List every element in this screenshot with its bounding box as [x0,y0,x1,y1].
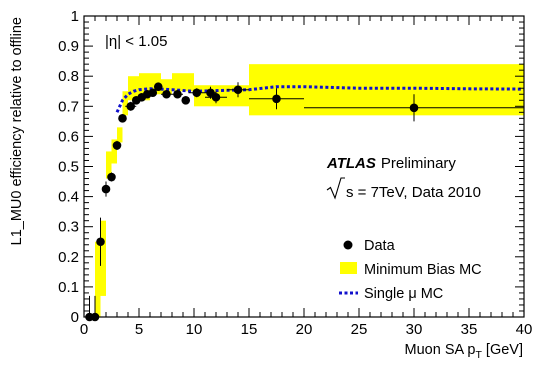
data-point-marker [118,114,127,123]
data-point [304,94,524,122]
eta-cut-label: |η| < 1.05 [105,33,167,50]
data-point-marker [162,89,171,99]
y-tick-label: 0.5 [58,159,79,176]
min-bias-band-bin [100,220,106,296]
data-point-marker [148,88,158,98]
y-tick-label: 0.3 [58,219,79,236]
x-tick-label: 35 [461,321,478,338]
data-point-marker [96,237,105,247]
x-tick-label: 20 [296,321,313,338]
y-tick-label: 0.1 [58,279,79,296]
min-bias-band-bin [106,151,112,179]
data-point [96,217,105,266]
data-point-marker [181,95,191,105]
min-bias-band-bin [117,127,123,143]
legend-label-single-mu: Single μ MC [364,286,443,302]
x-axis-title-text: Muon SA p [405,342,476,358]
data-point-marker [153,82,163,92]
y-tick-label: 0.7 [58,98,79,115]
legend-min-bias-swatch [340,262,357,274]
data-point-marker [173,89,182,99]
data-point [227,82,249,98]
x-axis-title: Muon SA pT [GeV] [405,342,523,361]
x-axis-title-sub: T [475,349,482,361]
min-bias-band-bin [122,91,128,116]
data-point [188,88,205,98]
data-point-marker [107,172,116,182]
data-point-marker [272,94,281,104]
data-points [85,82,524,322]
legend: Data Minimum Bias MC Single μ MC [339,238,482,302]
data-point [125,101,137,111]
data-point-marker [192,88,202,98]
data-point [107,172,116,182]
data-point-marker [101,184,111,194]
min-bias-band-bin [128,76,139,101]
data-point [172,89,183,99]
atlas-label-group: ATLAS Preliminary [326,155,456,172]
y-tick-label: 0.6 [58,128,79,145]
min-bias-band-bin [161,79,172,95]
axis-ticks: 0 5 10 15 20 25 30 35 40 0 0.1 0.2 0.3 0.4 0.5 0.6 0.7 0.… [58,8,532,338]
y-tick-label: 0.8 [58,68,79,85]
legend-label-data: Data [364,238,396,254]
legend-data-marker [343,240,353,250]
data-point [205,91,227,104]
y-tick-label: 0.9 [58,38,79,55]
min-bias-band-bin [95,241,101,317]
data-point [161,89,172,99]
y-tick-label: 0.4 [58,189,79,206]
data-point-marker [233,85,243,95]
sqrt-symbol [326,177,345,200]
data-point [118,114,127,123]
min-bias-band-bin [249,64,524,116]
data-point-marker [211,92,221,102]
y-tick-label: 1 [71,8,79,25]
data-point [153,82,163,92]
x-tick-label: 40 [516,321,533,338]
min-bias-band-bin [139,73,150,101]
y-tick-label: 0.2 [58,249,79,266]
min-bias-band-bin [111,139,117,164]
y-tick-label: 0 [71,309,79,326]
data-point [181,95,191,105]
x-tick-label: 10 [186,321,203,338]
data-point-marker [409,103,419,113]
x-tick-label: 0 [80,321,88,338]
data-point-marker [126,102,136,111]
atlas-label: ATLAS [326,155,376,172]
preliminary-label: Preliminary [381,155,457,172]
data-point [101,181,111,197]
legend-label-min-bias: Minimum Bias MC [364,262,482,278]
data-point-marker [112,141,122,150]
data-point [112,140,122,150]
x-tick-label: 30 [406,321,423,338]
x-tick-label: 15 [241,321,258,338]
y-axis-title: L1_MU0 efficiency relative to offline [9,17,25,245]
energy-label: s = 7TeV, Data 2010 [346,184,481,201]
x-axis-title-unit: [GeV] [482,342,523,358]
x-tick-label: 5 [135,321,143,338]
data-point [249,88,304,110]
data-point [148,88,158,98]
min-bias-band-bin [172,73,194,92]
x-tick-label: 25 [351,321,368,338]
